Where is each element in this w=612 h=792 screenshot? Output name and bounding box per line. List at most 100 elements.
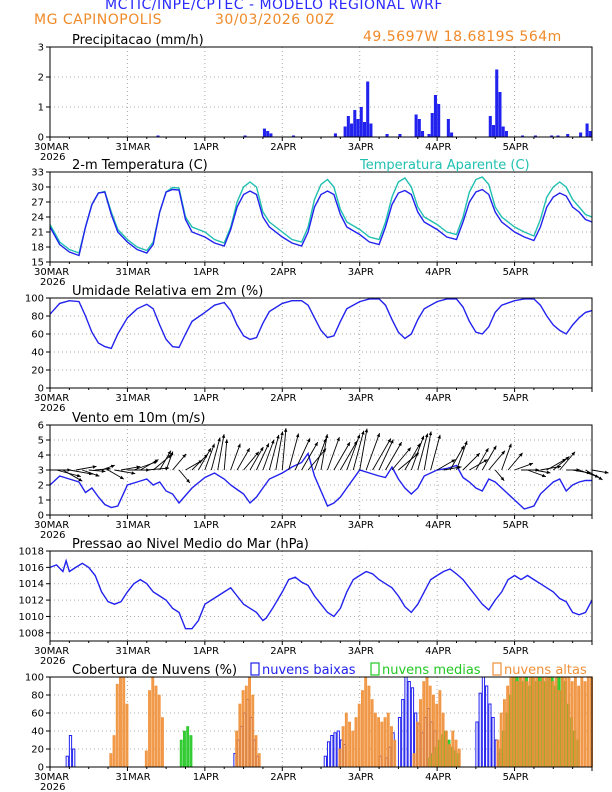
wind-vector xyxy=(133,460,158,471)
bar-nuvens-altas xyxy=(122,676,126,768)
bar-precip xyxy=(437,104,441,137)
bar-nuvens-altas xyxy=(448,744,451,768)
wind-arrowhead xyxy=(546,470,551,475)
bar-nuvens-baixas xyxy=(475,721,479,768)
bar-precip xyxy=(414,114,418,137)
x-tick-year: 2026 xyxy=(40,782,65,792)
y-tick-label: 20 xyxy=(31,366,44,377)
bar-nuvens-altas xyxy=(432,694,435,768)
wind-arrowhead xyxy=(67,468,71,472)
wind-arrowhead xyxy=(314,442,318,447)
x-tick-label: 30MAR xyxy=(34,646,69,657)
wind-vector xyxy=(62,469,83,482)
x-tick-label: 1APR xyxy=(193,393,219,404)
panel-title: Umidade Relativa em 2m (%) xyxy=(72,284,263,299)
x-tick-year: 2026 xyxy=(40,277,65,288)
x-tick-label: 3APR xyxy=(348,520,374,531)
wind-vector xyxy=(307,448,327,471)
y-tick-label: 1014 xyxy=(19,579,44,590)
bar-nuvens-altas xyxy=(586,676,590,768)
bar-nuvens-medias xyxy=(186,726,190,768)
x-tick-label: 3APR xyxy=(348,772,374,783)
x-tick-label: 2APR xyxy=(270,646,296,657)
wind-vector xyxy=(320,434,328,471)
bar-nuvens-altas xyxy=(257,753,261,768)
bar-precip xyxy=(356,119,360,137)
wind-arrowhead xyxy=(211,443,215,448)
wind-vector xyxy=(210,437,221,471)
panel-5 xyxy=(46,550,593,645)
wind-arrowhead xyxy=(464,441,468,446)
wind-vector xyxy=(262,439,275,471)
panel-title: Vento em 10m (m/s) xyxy=(72,411,205,426)
wind-arrowhead xyxy=(119,475,124,480)
bar-nuvens-altas xyxy=(344,712,348,768)
wind-arrowhead xyxy=(407,447,411,452)
bar-precip xyxy=(533,135,537,137)
bar-nuvens-altas xyxy=(435,703,439,768)
bar-nuvens-altas xyxy=(544,676,548,768)
y-tick-label: 5 xyxy=(38,436,44,447)
bar-nuvens-baixas xyxy=(68,735,73,768)
bar-nuvens-altas xyxy=(506,685,510,768)
bar-precip xyxy=(495,69,499,137)
x-tick-label: 31MAR xyxy=(115,520,150,531)
y-tick-label: 27 xyxy=(31,198,44,209)
x-tick-label: 31MAR xyxy=(115,646,150,657)
x-tick-label: 1APR xyxy=(193,142,219,153)
x-tick-label: 30MAR xyxy=(34,393,69,404)
wind-arrowhead xyxy=(295,433,300,438)
wind-vector xyxy=(69,469,93,475)
wind-arrowhead xyxy=(167,450,171,455)
wind-arrowhead xyxy=(255,451,259,456)
bar-precip xyxy=(488,116,492,137)
bar-precip xyxy=(491,125,496,137)
bar-precip xyxy=(504,131,508,137)
wind-vector xyxy=(301,441,319,471)
wind-arrowhead xyxy=(101,469,106,473)
x-tick-label: 4APR xyxy=(425,267,451,278)
bar-nuvens-altas xyxy=(509,676,513,768)
wind-vector xyxy=(378,439,394,471)
wind-arrowhead xyxy=(283,428,288,432)
bar-precip xyxy=(398,134,402,137)
x-tick-label: 5APR xyxy=(503,772,529,783)
bar-nuvens-altas xyxy=(109,753,113,768)
bar-precip xyxy=(353,110,357,137)
bar-precip xyxy=(446,119,450,137)
legend-swatch xyxy=(492,662,502,676)
line-umidade xyxy=(49,298,593,350)
bar-nuvens-medias xyxy=(179,739,183,768)
wind-arrowhead xyxy=(428,431,433,436)
panel-1 xyxy=(46,46,593,141)
x-tick-label: 30MAR xyxy=(34,267,69,278)
bar-nuvens-altas xyxy=(438,690,442,768)
wind-arrowhead xyxy=(76,473,81,478)
x-tick-label: 4APR xyxy=(425,772,451,783)
wind-vector xyxy=(198,447,212,471)
x-tick-label: 5APR xyxy=(503,267,529,278)
x-tick-year: 2026 xyxy=(40,530,65,541)
x-tick-label: 4APR xyxy=(425,393,451,404)
bar-nuvens-altas xyxy=(144,750,148,768)
wind-arrowhead xyxy=(221,434,226,439)
wind-arrowhead xyxy=(460,445,465,450)
bar-nuvens-altas xyxy=(119,676,122,768)
bar-nuvens-altas xyxy=(380,721,384,768)
bar-nuvens-altas xyxy=(515,681,519,768)
bar-nuvens-altas xyxy=(557,690,561,768)
panel-frame xyxy=(49,550,593,642)
y-tick-label: 100 xyxy=(25,294,44,305)
bar-nuvens-altas xyxy=(238,703,242,768)
bar-nuvens-altas xyxy=(583,681,587,768)
wind-vector xyxy=(217,434,225,471)
bar-precip xyxy=(550,135,554,137)
bar-nuvens-altas xyxy=(383,717,387,768)
wind-vector xyxy=(268,434,280,471)
panel-4 xyxy=(46,424,609,519)
bar-nuvens-baixas xyxy=(397,717,402,768)
bar-nuvens-altas xyxy=(373,712,377,768)
bar-precip xyxy=(262,128,266,137)
bar-precip xyxy=(359,107,363,137)
wind-arrowhead xyxy=(508,443,512,448)
